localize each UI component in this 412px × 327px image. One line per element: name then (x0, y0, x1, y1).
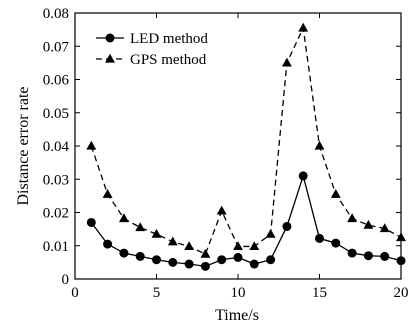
data-point-circle (217, 255, 227, 265)
data-point-circle (315, 233, 324, 243)
data-point-triangle (200, 248, 211, 258)
data-point-triangle (363, 219, 374, 229)
data-point-circle (363, 251, 373, 261)
data-point-circle (233, 252, 243, 262)
data-point-triangle (216, 205, 227, 215)
data-point-circle (152, 255, 161, 265)
y-tick-label: 0.08 (43, 6, 69, 22)
data-point-triangle (102, 189, 113, 198)
data-point-circle (266, 255, 276, 265)
x-tick-label: 15 (312, 285, 327, 301)
legend-label: GPS method (130, 52, 207, 68)
data-point-circle (168, 257, 178, 267)
data-point-triangle (314, 140, 325, 150)
y-tick-label: 0.05 (43, 106, 69, 122)
data-point-circle (380, 251, 390, 261)
data-point-triangle (265, 228, 276, 238)
data-point-circle (282, 221, 292, 231)
data-point-circle (347, 248, 357, 258)
y-tick-label: 0 (62, 272, 70, 288)
data-point-triangle (233, 241, 243, 251)
legend-label: LED method (130, 31, 208, 47)
data-point-circle (331, 238, 341, 248)
data-point-triangle (86, 140, 97, 150)
data-point-triangle (151, 228, 162, 238)
data-point-circle (298, 171, 308, 181)
data-point-triangle (330, 189, 341, 198)
y-tick-label: 0.01 (43, 239, 69, 255)
data-point-triangle (347, 213, 358, 223)
data-point-circle (119, 248, 129, 258)
y-tick-label: 0.04 (43, 139, 70, 155)
data-point-circle (200, 261, 210, 271)
x-axis-title: Time/s (215, 307, 259, 324)
data-point-circle (135, 251, 145, 261)
data-point-triangle (379, 223, 390, 233)
series-led-method (86, 171, 406, 271)
data-point-triangle (298, 22, 309, 32)
data-point-circle (103, 239, 113, 249)
data-point-triangle (167, 236, 178, 246)
legend-marker-triangle (105, 53, 115, 63)
data-point-circle (86, 217, 96, 227)
data-point-circle (249, 259, 259, 269)
data-point-circle (396, 256, 406, 266)
series-gps-method (86, 22, 406, 258)
y-tick-label: 0.02 (43, 206, 69, 222)
y-tick-label: 0.07 (43, 39, 70, 55)
x-tick-label: 0 (71, 285, 79, 301)
data-point-circle (184, 259, 194, 269)
plot-area-frame (74, 12, 402, 280)
legend-marker-circle (105, 33, 115, 43)
y-tick-label: 0.06 (43, 73, 70, 89)
x-tick-label: 10 (231, 285, 246, 301)
data-point-triangle (396, 232, 406, 242)
data-point-triangle (135, 222, 146, 232)
y-tick-label: 0.03 (43, 172, 69, 188)
x-tick-label: 20 (394, 285, 409, 301)
data-point-triangle (281, 57, 292, 67)
x-tick-label: 5 (153, 285, 161, 301)
data-point-triangle (118, 213, 129, 223)
data-point-triangle (184, 241, 195, 251)
data-point-triangle (249, 241, 260, 251)
y-axis-title: Distance error rate (15, 86, 32, 205)
